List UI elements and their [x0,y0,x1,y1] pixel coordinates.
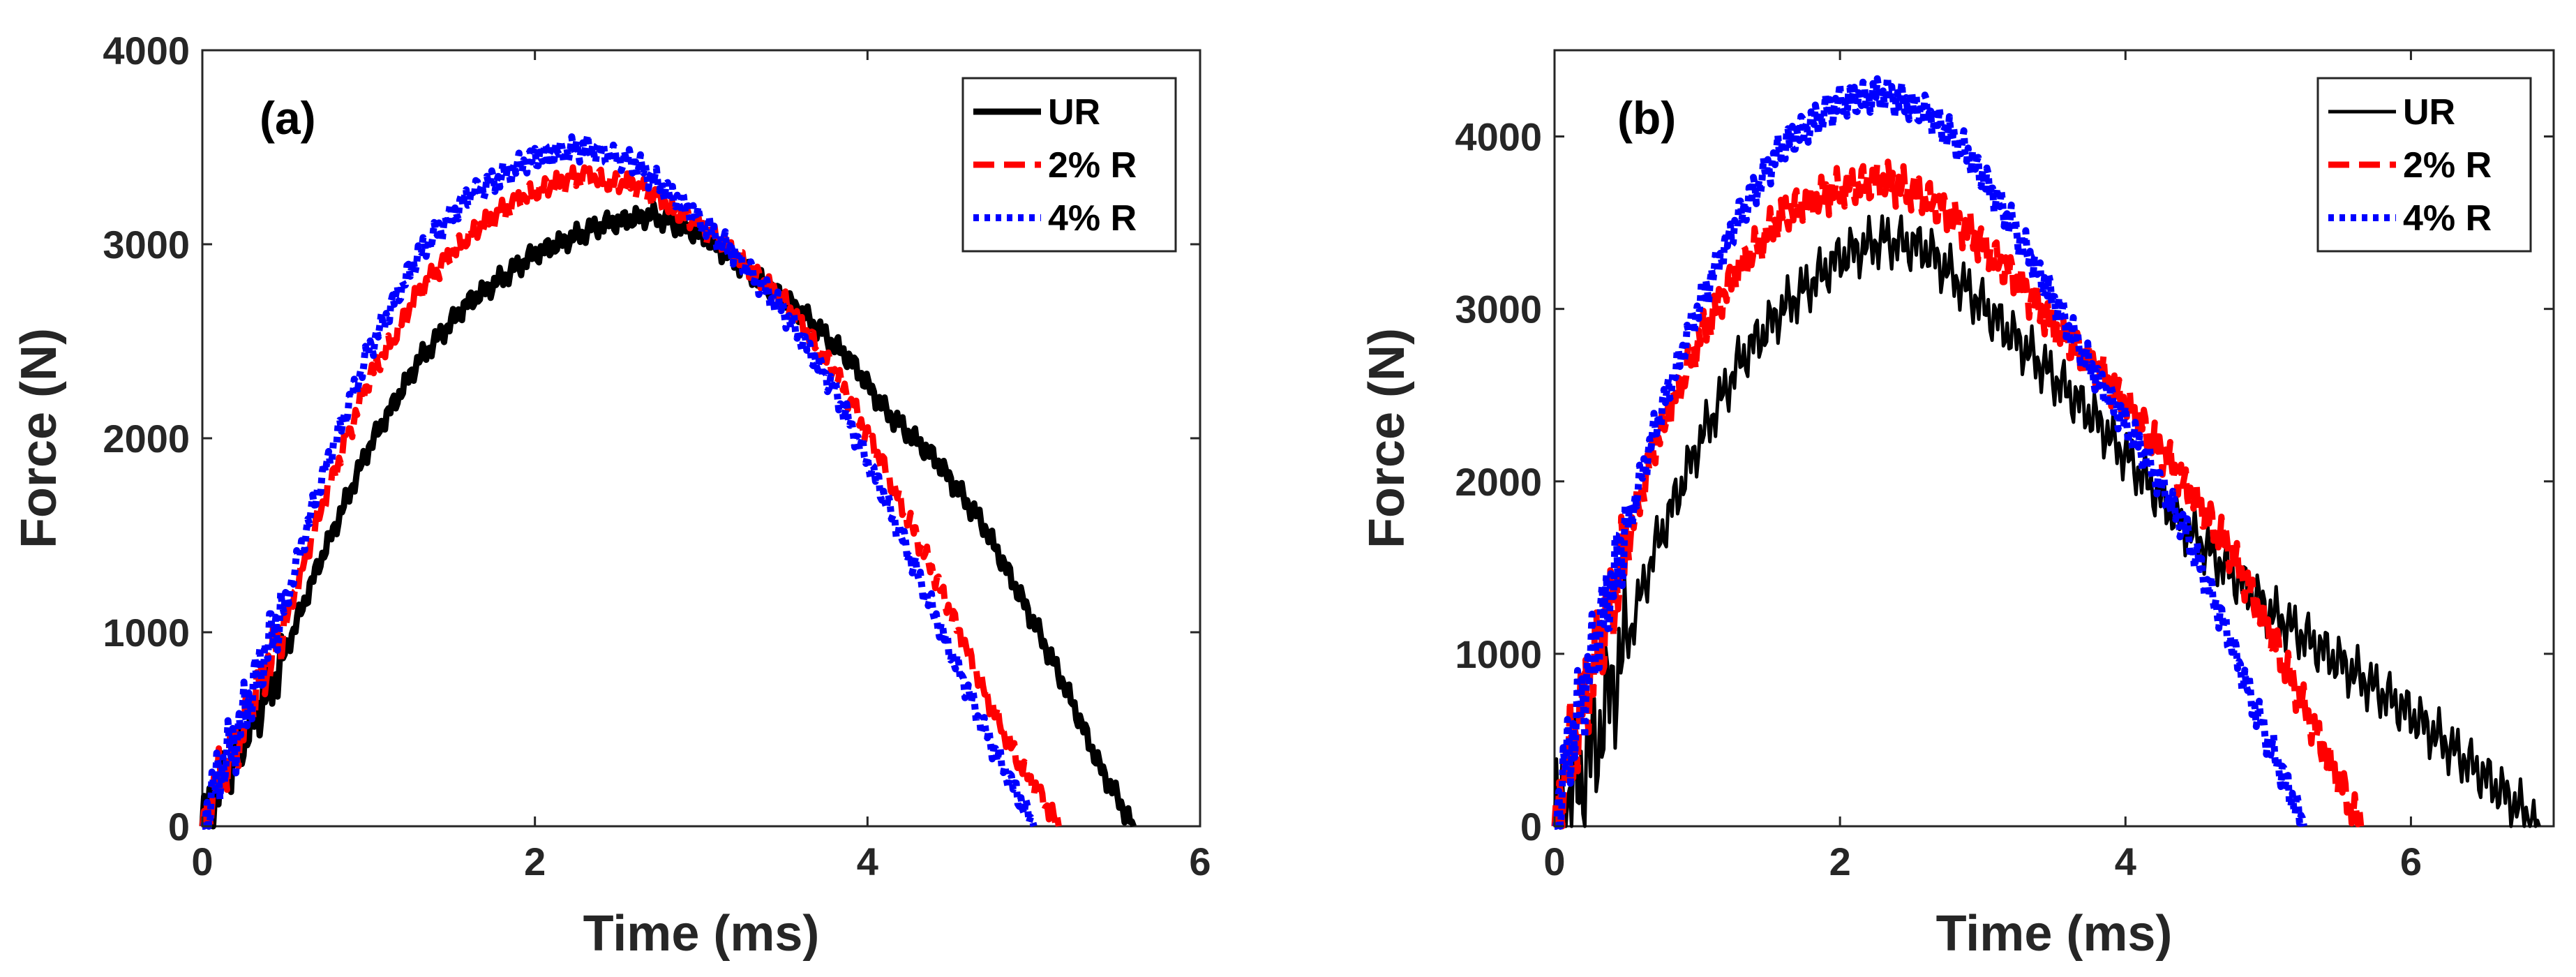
series-line-2-r [1551,158,2365,830]
y-tick-label: 3000 [1455,288,1542,331]
x-tick-label: 0 [1543,840,1565,883]
legend-label-4pct: 4% R [2403,198,2492,239]
series-line-4-r [1552,73,2307,830]
x-tick-label: 6 [1189,840,1211,883]
legend: UR 2% R 4% R [2316,77,2532,253]
legend-label-2pct: 2% R [2403,145,2492,186]
legend: UR 2% R 4% R [961,77,1177,253]
x-tick-label: 4 [2115,840,2136,883]
y-tick-label: 0 [168,805,190,849]
y-tick-label: 1000 [1455,632,1542,676]
y-tick-label: 3000 [103,223,190,267]
y-tick-label: 4000 [1455,115,1542,159]
chart-panel-b: 0 2 4 6 0 1000 2000 3000 4000 (b) Time (ms) Forc… [1359,49,2555,962]
x-tick-label: 2 [524,840,546,883]
x-axis-label: Time (ms) [1936,906,2173,962]
series-line-2-r [199,164,1062,830]
series-line-ur [1552,214,2541,828]
y-tick-label: 2000 [1455,460,1542,504]
legend-label-4pct: 4% R [1048,198,1137,239]
x-tick-label: 2 [1829,840,1851,883]
chart-panel-a: 0 2 4 6 0 1000 2000 3000 4000 (a) Time (ms) Forc… [11,29,1211,962]
y-tick-label: 2000 [103,417,190,461]
y-axis-label: Force (N) [11,328,67,549]
legend-label-2pct: 2% R [1048,145,1137,186]
x-tick-label: 4 [857,840,878,883]
series-line-4-r [200,131,1038,830]
y-tick-label: 4000 [103,29,190,73]
x-tick-label: 0 [191,840,213,883]
legend-box [961,77,1177,253]
legend-label-ur: UR [2403,92,2455,133]
legend-label-ur: UR [1048,92,1100,133]
y-tick-label: 1000 [103,611,190,655]
y-tick-label: 0 [1520,805,1542,849]
legend-box [2316,77,2532,253]
x-tick-label: 6 [2400,840,2422,883]
x-axis-label: Time (ms) [583,906,820,962]
panel-label: (a) [260,92,316,144]
y-axis-label: Force (N) [1359,328,1415,549]
series-line-ur [199,200,1137,830]
panel-label: (b) [1617,92,1676,144]
